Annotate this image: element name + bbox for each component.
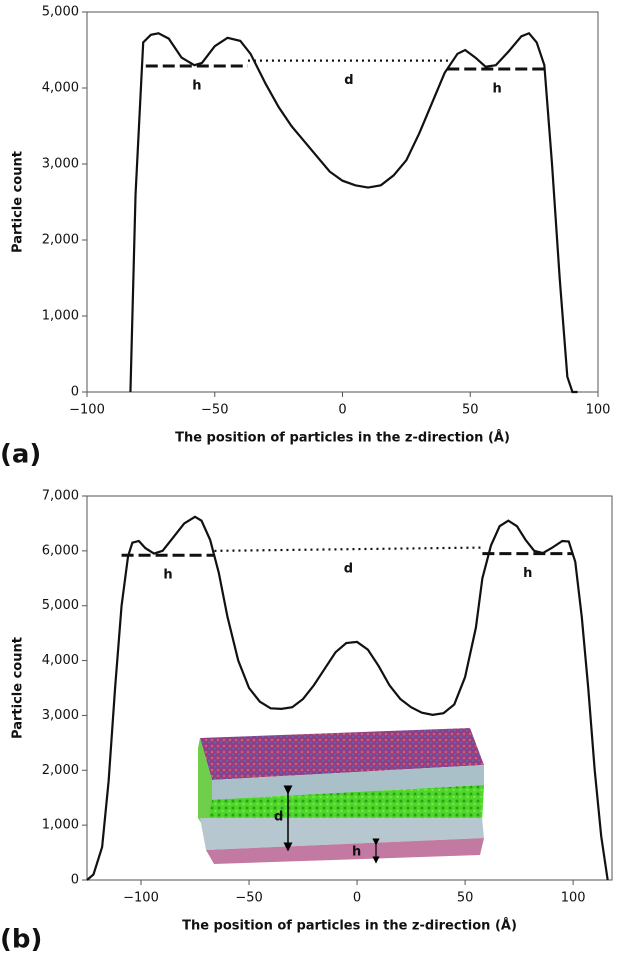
y-axis-label: Particle count	[11, 151, 26, 253]
y-axis-label: Particle count	[11, 637, 26, 739]
reference-line	[214, 546, 483, 552]
y-tick-label: 5,000	[42, 598, 79, 613]
y-tick-label: 5,000	[42, 5, 79, 20]
y-tick-label: 2,000	[42, 763, 79, 778]
inset-label: d	[274, 810, 283, 825]
panel-label: (a)	[0, 440, 41, 470]
panel-label: (b)	[0, 925, 42, 955]
y-tick-label: 7,000	[42, 489, 79, 504]
y-tick-label: 1,000	[42, 309, 79, 324]
reference-label: d	[344, 73, 353, 88]
x-tick-label: 0	[353, 891, 361, 906]
reference-label: d	[344, 562, 353, 577]
inset-label: h	[352, 845, 361, 860]
x-tick-label: 100	[561, 891, 586, 906]
x-tick-label: −50	[201, 403, 228, 418]
x-tick-label: 0	[338, 403, 346, 418]
x-tick-label: −100	[123, 891, 159, 906]
y-tick-label: 4,000	[42, 653, 79, 668]
reference-label: h	[163, 568, 172, 583]
plot-frame	[86, 495, 613, 881]
x-tick-label: 100	[586, 403, 611, 418]
x-axis-label: The position of particles in the z-direc…	[182, 918, 517, 934]
y-tick-label: 6,000	[42, 543, 79, 558]
y-tick-label: 0	[71, 873, 79, 888]
x-tick-label: −50	[235, 891, 262, 906]
y-tick-label: 0	[71, 385, 79, 400]
x-tick-label: 50	[457, 891, 474, 906]
data-line	[129, 31, 578, 394]
x-tick-label: 50	[462, 403, 479, 418]
reference-label: h	[523, 566, 532, 581]
y-tick-label: 4,000	[42, 81, 79, 96]
x-axis-label: The position of particles in the z-direc…	[175, 430, 510, 446]
inset-image: d h	[198, 728, 484, 864]
data-line	[86, 515, 609, 881]
y-tick-label: 1,000	[42, 818, 79, 833]
reference-label: h	[192, 78, 201, 93]
reference-label: h	[492, 82, 501, 97]
y-tick-label: 3,000	[42, 157, 79, 172]
y-tick-label: 3,000	[42, 708, 79, 723]
x-tick-label: −100	[69, 403, 105, 418]
y-tick-label: 2,000	[42, 233, 79, 248]
